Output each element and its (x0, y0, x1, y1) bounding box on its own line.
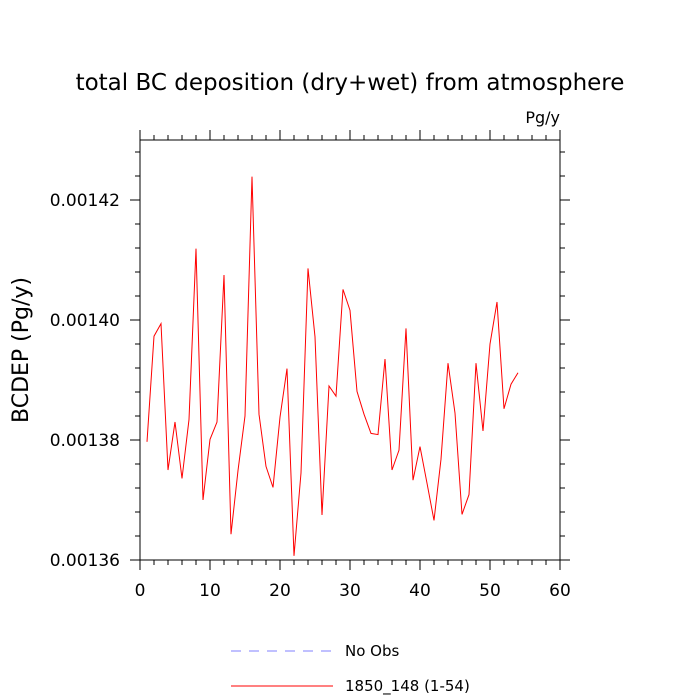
legend-label: 1850_148 (1-54) (345, 677, 470, 696)
x-tick-label: 60 (549, 581, 571, 601)
y-tick-label: 0.00140 (50, 311, 120, 331)
x-tick-label: 10 (199, 581, 221, 601)
x-tick-label: 20 (269, 581, 291, 601)
y-axis-label: BCDEP (Pg/y) (9, 277, 34, 423)
y-tick-label: 0.00136 (50, 551, 120, 571)
series-layer (146, 176, 519, 556)
units-label: Pg/y (525, 108, 560, 127)
legend-label: No Obs (345, 642, 399, 660)
x-tick-label: 50 (479, 581, 501, 601)
x-tick-label: 40 (409, 581, 431, 601)
axis-ticks (130, 130, 570, 570)
tick-labels: 0 10 20 30 40 50 60 0.00136 0.00138 0.00140 0.0014… (50, 191, 571, 601)
series-line-1 (146, 176, 519, 556)
x-tick-label: 0 (135, 581, 146, 601)
legend: No Obs 1850_148 (1-54) (231, 642, 470, 696)
x-tick-label: 30 (339, 581, 361, 601)
chart-title: total BC deposition (dry+wet) from atmos… (76, 70, 625, 96)
y-tick-label: 0.00142 (50, 191, 120, 211)
y-tick-label: 0.00138 (50, 431, 120, 451)
